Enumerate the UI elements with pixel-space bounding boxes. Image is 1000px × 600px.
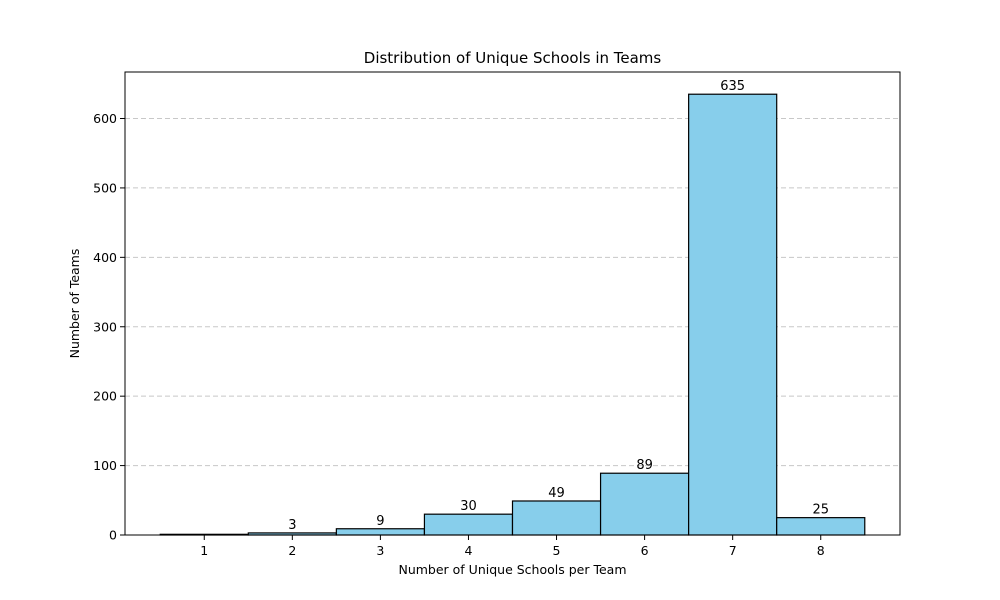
bar-5: [511, 500, 602, 536]
x-axis-ticks: 1 2 3 4 5 6 7 8: [200, 535, 825, 558]
x-tick-label-8: 8: [817, 543, 825, 558]
y-tick-label-200: 200: [93, 389, 117, 404]
y-axis-ticks: 0 100 200 300 400 500 600: [93, 111, 125, 543]
y-tick-label-0: 0: [109, 528, 117, 543]
bar-6: [599, 472, 690, 536]
y-axis-label: Number of Teams: [67, 249, 82, 359]
data-label-4: 30: [460, 499, 477, 514]
data-label-5: 49: [548, 486, 565, 501]
y-tick-label-600: 600: [93, 111, 117, 126]
x-tick-label-6: 6: [641, 543, 649, 558]
data-labels: 3 9 30 49 89 635 25: [288, 79, 829, 533]
x-tick-label-1: 1: [200, 543, 208, 558]
bar-3: [335, 528, 426, 536]
data-label-3: 9: [376, 514, 384, 529]
data-label-2: 3: [288, 518, 296, 533]
plot-frame: [124, 71, 901, 536]
x-axis-label: Number of Unique Schools per Team: [398, 562, 626, 577]
x-tick-label-4: 4: [464, 543, 472, 558]
x-tick-label-5: 5: [553, 543, 561, 558]
bars-layer: [159, 93, 866, 536]
x-tick-label-2: 2: [288, 543, 296, 558]
data-label-6: 89: [636, 458, 653, 473]
x-tick-label-7: 7: [729, 543, 737, 558]
data-label-7: 635: [720, 79, 745, 94]
y-tick-label-300: 300: [93, 319, 117, 334]
bar-7: [688, 93, 778, 536]
bar-8: [776, 517, 866, 536]
x-tick-label-3: 3: [376, 543, 384, 558]
y-tick-label-400: 400: [93, 250, 117, 265]
chart-title: Distribution of Unique Schools in Teams: [364, 49, 662, 67]
grid-layer: [125, 118, 900, 467]
bar-4: [423, 513, 514, 536]
y-tick-label-500: 500: [93, 180, 117, 195]
data-label-8: 25: [812, 503, 829, 518]
y-tick-label-100: 100: [93, 458, 117, 473]
